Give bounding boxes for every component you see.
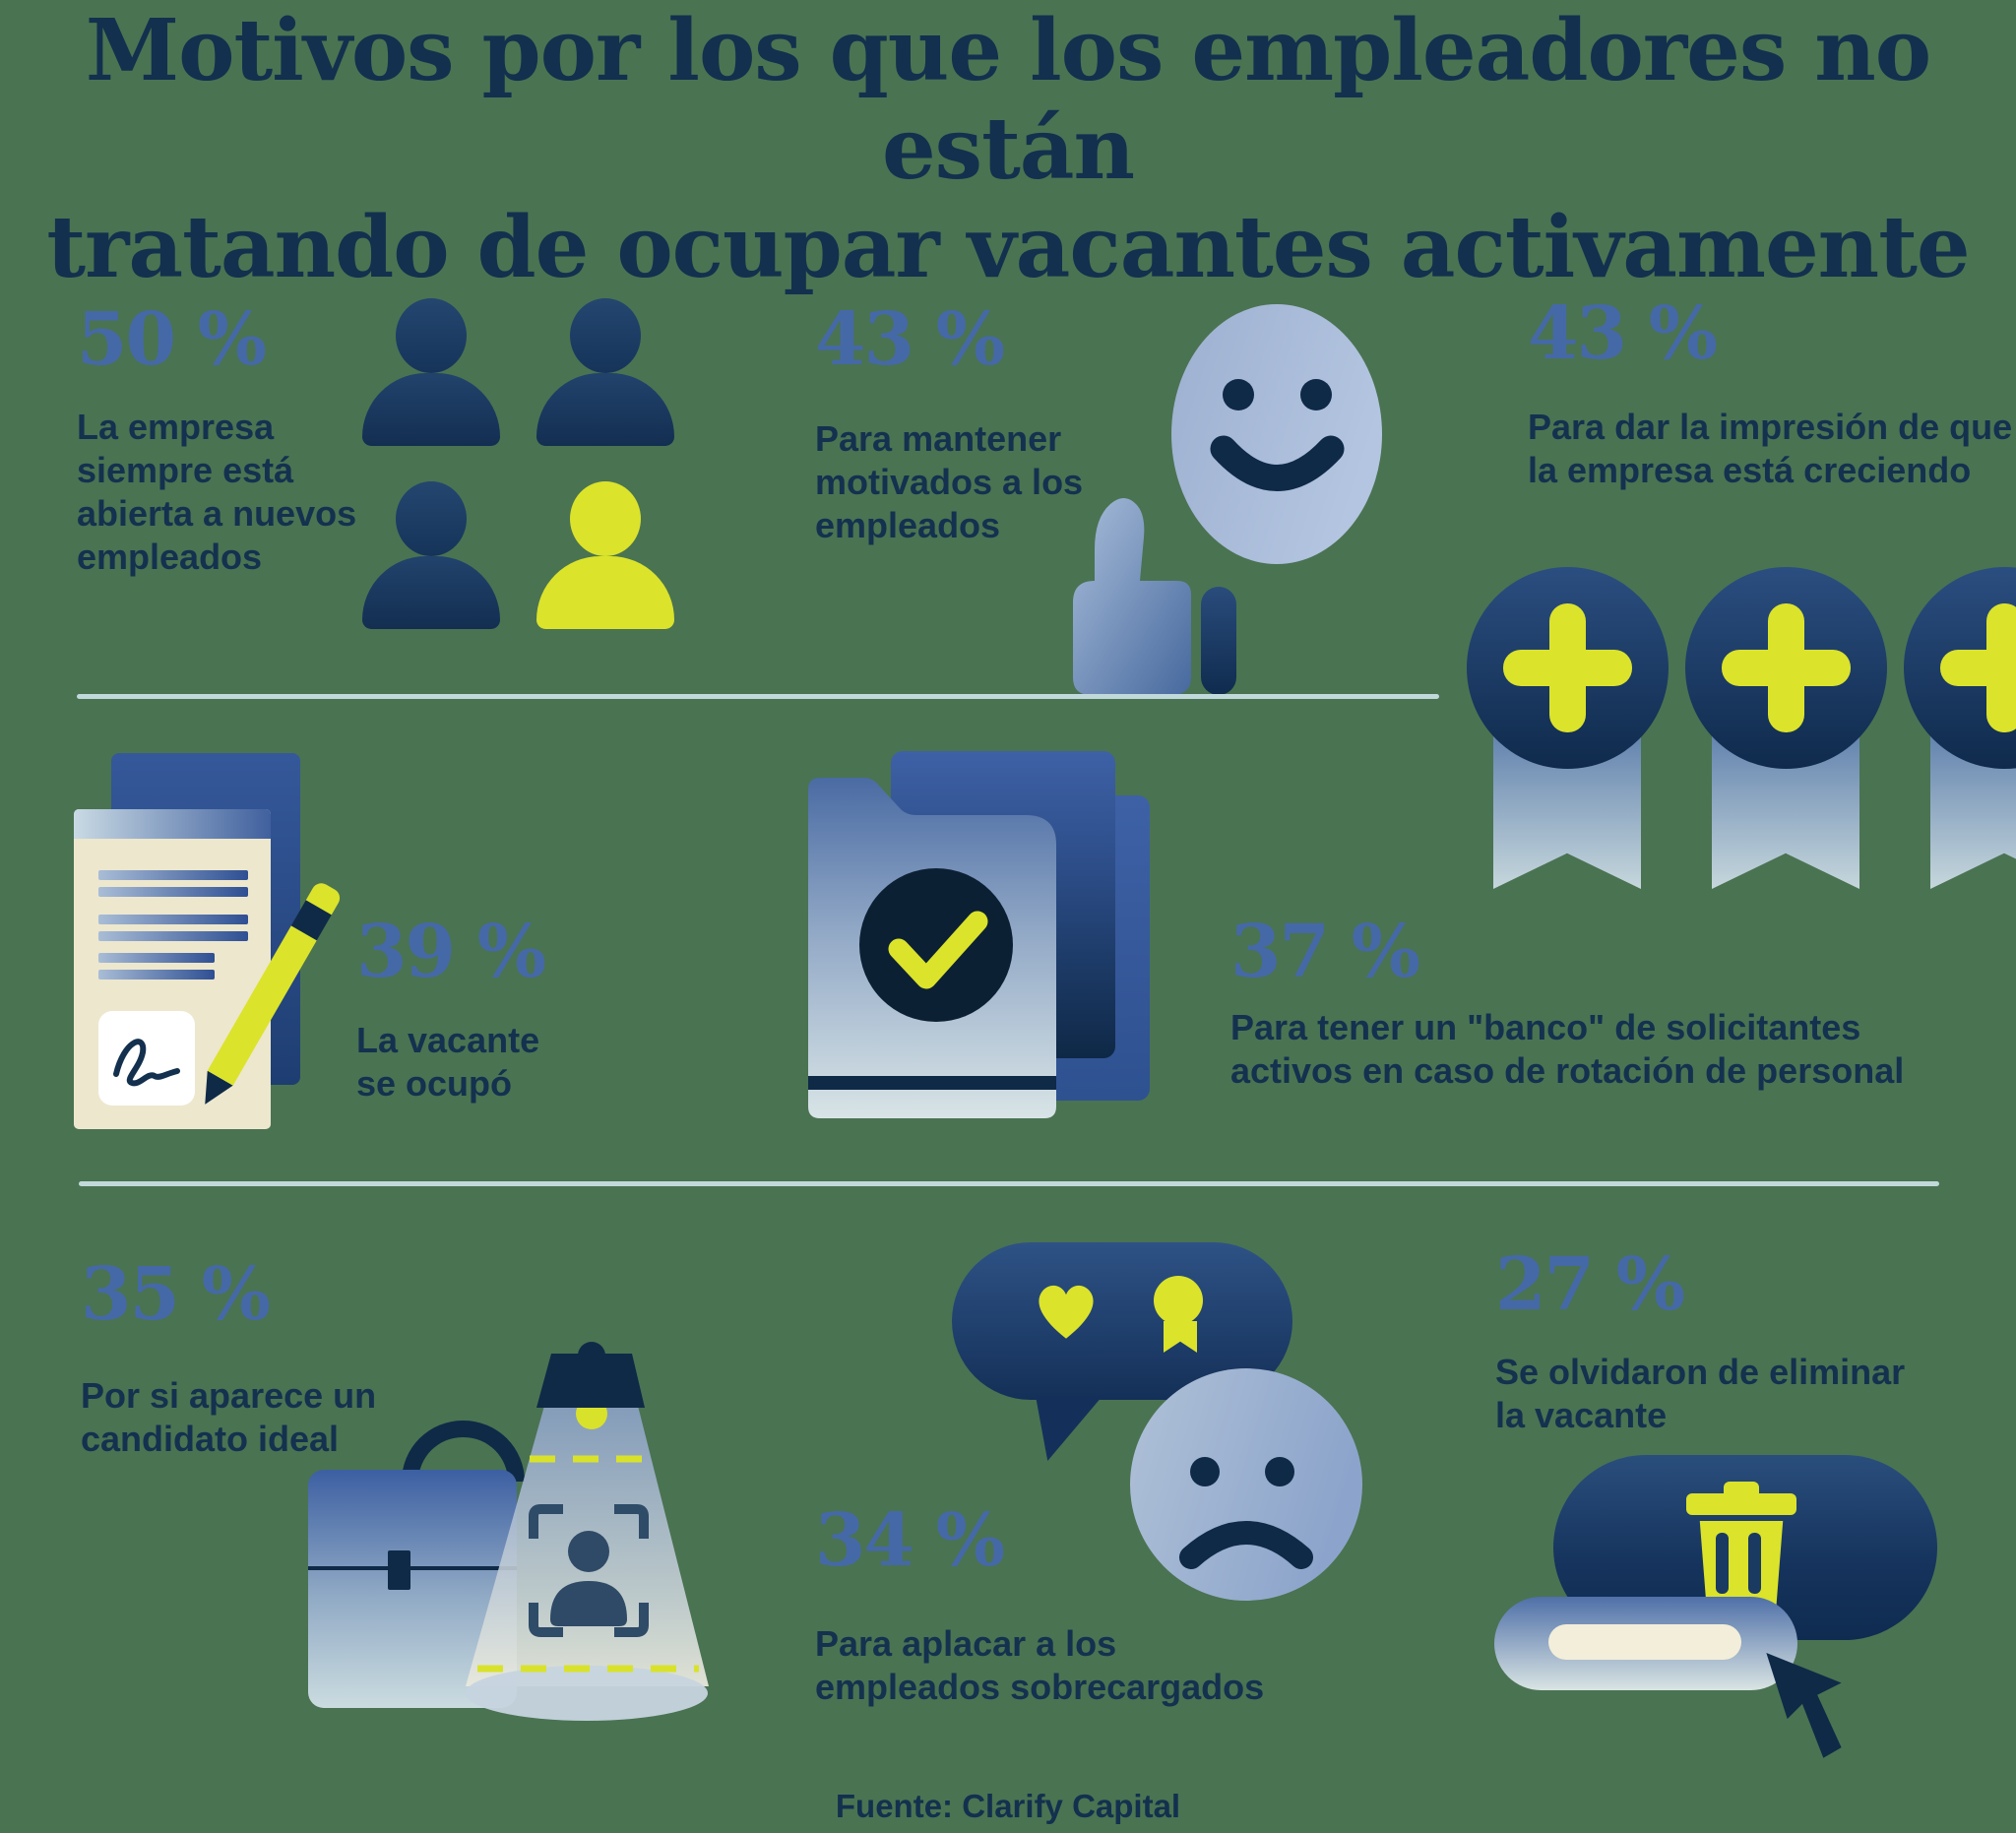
signature-icon: [98, 1011, 195, 1106]
stat-value: 37 %: [1230, 910, 1420, 994]
page-title-line2: tratando de ocupar vacantes activamente: [46, 197, 1970, 297]
stat-value: 27 %: [1495, 1242, 1685, 1327]
stat-label: Para dar la impresión de que la empresa …: [1528, 407, 2013, 490]
person-icon: [362, 298, 500, 446]
section-divider: [77, 694, 1439, 699]
stat-value: 43 %: [815, 297, 1005, 382]
section-divider: [79, 1181, 1939, 1186]
award-ribbon-icon: [1904, 567, 2016, 892]
stat-label: Para mantener motivados a los empleados: [815, 418, 1084, 545]
stat-value: 34 %: [815, 1498, 1005, 1583]
award-ribbon-icon: [1685, 567, 1887, 892]
smiley-face-icon: [1171, 303, 1383, 570]
stat-label: Se olvidaron de eliminar la vacante: [1495, 1352, 1906, 1435]
sad-face-icon: [1130, 1368, 1362, 1606]
thumbs-up-icon: [1034, 490, 1242, 704]
person-icon-highlighted: [536, 481, 674, 629]
person-icon: [362, 481, 500, 629]
stat-value: 43 %: [1528, 291, 1718, 376]
stat-label: Por si aparece un candidato ideal: [81, 1375, 377, 1459]
briefcase-buckle-icon: [388, 1550, 410, 1590]
spotlight-lamp-icon: [448, 1337, 733, 1745]
rosette-icon: [1154, 1276, 1203, 1325]
award-ribbon-icon: [1467, 567, 1669, 892]
stat-value: 50 %: [77, 297, 267, 382]
chat-bubble-tail: [1036, 1396, 1102, 1461]
stat-label: La vacante se ocupó: [356, 1020, 540, 1104]
stat-label: Para aplacar a los empleados sobrecargad…: [815, 1623, 1265, 1707]
trash-icon: [1686, 1482, 1796, 1610]
page-title-line1: Motivos por los que los empleadores no e…: [85, 1, 1931, 199]
cursor-icon: [1760, 1650, 1851, 1775]
briefcase-seam: [308, 1566, 517, 1570]
stat-always-open: 50 %: [77, 297, 267, 382]
check-circle-icon: [859, 868, 1013, 1022]
stat-label: La empresa siempre está abierta a nuevos…: [77, 407, 357, 577]
stat-value: 35 %: [81, 1252, 271, 1337]
stat-label: Para tener un "banco" de solicitantes ac…: [1230, 1007, 1905, 1091]
people-group-icon: [362, 298, 677, 633]
stat-value: 39 %: [356, 910, 546, 994]
page-title: Motivos por los que los empleadores no e…: [0, 2, 2016, 296]
person-icon: [536, 298, 674, 446]
button-pill-inner: [1548, 1624, 1741, 1660]
source-credit: Fuente: Clarify Capital: [835, 1788, 1181, 1824]
heart-icon: [1032, 1278, 1101, 1346]
